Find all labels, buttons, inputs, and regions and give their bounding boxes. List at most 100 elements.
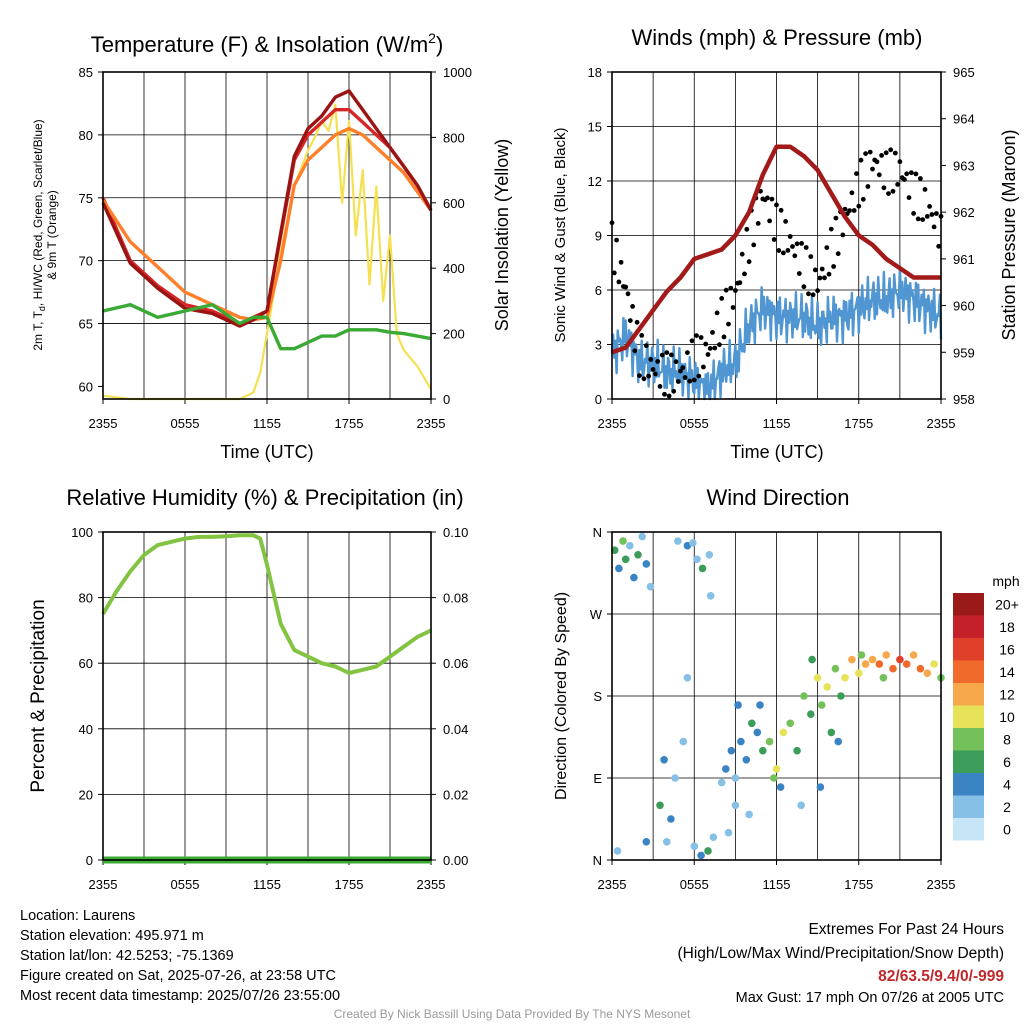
y-tick-label: 85 xyxy=(79,65,93,80)
direction-point xyxy=(879,674,888,682)
direction-point xyxy=(734,701,742,709)
direction-point xyxy=(638,532,646,541)
direction-point xyxy=(731,774,740,782)
gust-point xyxy=(685,350,690,355)
y2-tick-label: 964 xyxy=(953,112,975,127)
gust-point xyxy=(689,338,695,344)
chart-title: Winds (mph) & Pressure (mb) xyxy=(632,25,923,50)
direction-point xyxy=(731,801,740,810)
y-tick-label: N xyxy=(593,525,602,540)
colorbar-swatch xyxy=(953,750,984,773)
direction-point xyxy=(613,847,622,855)
gust-point xyxy=(902,177,907,182)
x-tick-label: 2355 xyxy=(89,877,118,892)
x-tick-label: 1155 xyxy=(763,877,791,892)
x-tick-label: 1155 xyxy=(253,877,281,892)
gust-point xyxy=(691,377,697,383)
gust-point xyxy=(892,150,898,156)
gust-point xyxy=(810,292,816,298)
gust-point xyxy=(883,150,889,156)
gust-point xyxy=(771,237,777,242)
gust-point xyxy=(669,352,674,358)
gust-point xyxy=(637,373,642,378)
gust-point xyxy=(671,388,677,394)
gust-point xyxy=(710,330,715,335)
direction-point xyxy=(722,765,730,773)
direction-point xyxy=(646,582,655,591)
colorbar-label: 0 xyxy=(1003,821,1011,837)
gust-point xyxy=(785,248,791,253)
gust-point xyxy=(865,184,871,189)
y-tick-label: 40 xyxy=(79,722,93,737)
colorbar-label: 16 xyxy=(999,641,1015,657)
gust-point xyxy=(744,226,750,232)
extremes-info: Extremes For Past 24 Hours (High/Low/Max… xyxy=(678,918,1005,1008)
direction-point xyxy=(776,783,785,791)
gust-point xyxy=(806,291,811,297)
temp-9m-line xyxy=(101,126,433,322)
y2-tick-label: 200 xyxy=(443,327,465,342)
x-tick-label: 1755 xyxy=(844,877,873,892)
colorbar-label: 18 xyxy=(999,619,1015,635)
y2-tick-label: 0.00 xyxy=(443,853,468,868)
x-tick-label: 1155 xyxy=(763,416,791,431)
direction-point xyxy=(683,674,692,682)
gust-point xyxy=(796,271,802,276)
gust-point xyxy=(808,254,814,259)
gust-point xyxy=(867,149,873,155)
direction-point xyxy=(817,701,826,709)
direction-point xyxy=(889,664,897,673)
direction-point xyxy=(816,783,825,791)
gust-point xyxy=(863,151,868,157)
colorbar-swatch xyxy=(953,705,984,728)
y-tick-label: W xyxy=(590,607,603,622)
x-tick-label: 2355 xyxy=(927,877,956,892)
direction-point xyxy=(642,838,651,846)
direction-point xyxy=(737,737,745,746)
y2-tick-label: 963 xyxy=(953,158,975,173)
gust-point xyxy=(712,345,718,351)
gust-point xyxy=(618,259,624,265)
direction-point xyxy=(902,660,911,668)
chart-title: Relative Humidity (%) & Precipitation (i… xyxy=(66,485,463,510)
gust-point xyxy=(815,288,820,294)
direction-point xyxy=(621,555,630,564)
direction-point xyxy=(709,833,718,841)
plot-border xyxy=(611,71,942,400)
y-axis-label: 2m T, Td, HI/WC (Red, Green, Scarlet/Blu… xyxy=(31,119,47,350)
direction-point xyxy=(896,655,904,664)
latlon-text: Station lat/lon: 42.5253; -75.1369 xyxy=(20,948,234,964)
colorbar-label: 12 xyxy=(999,686,1015,702)
y2-tick-label: 600 xyxy=(443,196,465,211)
gust-point xyxy=(723,287,729,293)
gust-point xyxy=(630,304,635,309)
colorbar-swatch xyxy=(953,615,984,638)
direction-point xyxy=(674,537,682,545)
gust-point xyxy=(888,147,894,153)
y-tick-label: 15 xyxy=(588,120,602,135)
y-tick-label: 12 xyxy=(588,174,602,189)
gust-point xyxy=(682,375,688,380)
direction-point xyxy=(800,692,808,700)
y2-tick-label: 959 xyxy=(953,345,975,360)
direction-point xyxy=(697,851,705,860)
direction-point xyxy=(930,660,938,668)
colorbar-swatch xyxy=(953,773,984,796)
humidity-line xyxy=(101,533,432,675)
direction-point xyxy=(742,756,751,764)
direction-point xyxy=(831,664,840,673)
y2-tick-label: 0.06 xyxy=(443,656,468,671)
gust-point xyxy=(833,215,839,221)
direction-point xyxy=(813,674,822,682)
colorbar-swatch xyxy=(953,728,984,751)
direction-point xyxy=(745,810,753,819)
colorbar-swatch xyxy=(953,683,984,706)
direction-point xyxy=(717,778,726,787)
y-tick-label: 100 xyxy=(71,525,93,540)
gust-point xyxy=(655,359,661,364)
gust-point xyxy=(634,319,640,325)
gust-point xyxy=(856,203,862,209)
direction-point xyxy=(679,737,688,746)
y2-tick-label: 958 xyxy=(953,392,975,407)
x-tick-label: 2355 xyxy=(89,416,118,431)
